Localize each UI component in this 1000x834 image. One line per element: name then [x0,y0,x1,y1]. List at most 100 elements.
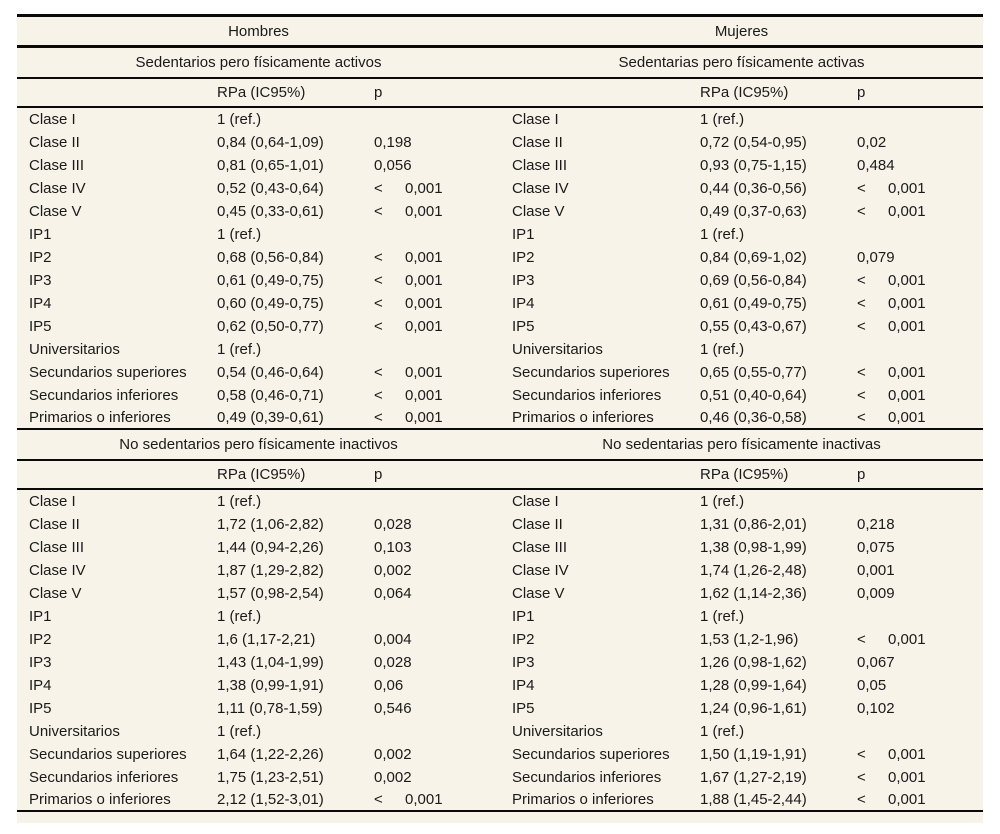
p-value: <0,001 [857,364,926,381]
row-label: Clase III [29,157,85,174]
table-row-half: Clase I 1 (ref.) [500,108,983,131]
p-value: 0,067 [857,654,895,671]
rpa-value: 1,62 (1,14-2,36) [700,585,807,602]
p-value: 0,198 [374,134,412,151]
table-row-half: Clase II 1,31 (0,86-2,01) 0,218 [500,513,983,536]
row-label: Secundarios superiores [512,364,670,381]
p-value: 0,002 [374,769,412,786]
p-value: <0,001 [374,180,443,197]
table-row-half: Primarios o inferiores 1,88 (1,45-2,44) <0… [500,789,983,810]
table-row-half: IP1 1 (ref.) [17,223,500,246]
rpa-value: 0,81 (0,65-1,01) [217,157,324,174]
rpa-value: 1,38 (0,99-1,91) [217,677,324,694]
rpa-value: 1,53 (1,2-1,96) [700,631,799,648]
p-value: 0,546 [374,700,412,717]
less-than-sign: < [857,409,866,426]
row-label: Primarios o inferiores [29,409,171,426]
rpa-value: 1,74 (1,26-2,48) [700,562,807,579]
row-label: IP2 [512,631,535,648]
table-row-half: Primarios o inferiores 2,12 (1,52-3,01) <0… [17,789,500,810]
column-header-row: RPa (IC95%) p RPa (IC95%) p [17,461,983,490]
table-row-half: Primarios o inferiores 0,49 (0,39-0,61) <0… [17,407,500,428]
rpa-value: 1,67 (1,27-2,19) [700,769,807,786]
p-value: 0,056 [374,157,412,174]
less-than-sign: < [374,318,383,335]
row-label: Clase I [29,493,76,510]
table-row-half: IP5 0,62 (0,50-0,77) <0,001 [17,315,500,338]
section-title: No sedentarios pero físicamente inactivo… [119,436,398,453]
section-title: Sedentarios pero físicamente activos [135,54,382,71]
rpa-value: 0,84 (0,69-1,02) [700,249,807,266]
row-label: Clase II [512,516,563,533]
less-than-sign: < [857,272,866,289]
table-row: IP5 1,11 (0,78-1,59) 0,546 IP5 1,24 (0,96-1,… [17,697,983,720]
row-label: Secundarios inferiores [512,769,662,786]
column-header-rpa: RPa (IC95%) [700,466,789,483]
table-row: Secundarios inferiores 1,75 (1,23-2,51) 0,… [17,766,983,789]
row-label: Primarios o inferiores [29,791,171,808]
rpa-value: 1 (ref.) [217,226,262,243]
rpa-value: 1,26 (0,98-1,62) [700,654,807,671]
table-row-half: Secundarios superiores 1,64 (1,22-2,26) 0,… [17,743,500,766]
table-row: IP1 1 (ref.) IP1 1 (ref.) [17,605,983,628]
rpa-value: 1,64 (1,22-2,26) [217,746,324,763]
row-label: IP5 [512,318,535,335]
row-label: Universitarios [29,341,120,358]
rpa-value: 0,69 (0,56-0,84) [700,272,807,289]
rpa-value: 1,87 (1,29-2,82) [217,562,324,579]
row-label: Clase III [512,539,568,556]
row-label: IP2 [29,249,52,266]
row-label: IP4 [29,677,52,694]
table-row: Primarios o inferiores 2,12 (1,52-3,01) <0… [17,789,983,812]
table-row-half: IP5 1,24 (0,96-1,61) 0,102 [500,697,983,720]
rpa-value: 1 (ref.) [700,493,745,510]
rpa-value: 1 (ref.) [217,111,262,128]
rpa-value: 1,6 (1,17-2,21) [217,631,316,648]
p-value: <0,001 [857,180,926,197]
table-row: Clase I 1 (ref.) Clase I 1 (ref.) [17,108,983,131]
rpa-value: 0,65 (0,55-0,77) [700,364,807,381]
table-row-half: Secundarios inferiores 0,58 (0,46-0,71) <0… [17,384,500,407]
p-value: 0,103 [374,539,412,556]
rpa-value: 0,72 (0,54-0,95) [700,134,807,151]
row-label: IP1 [512,226,535,243]
row-label: Primarios o inferiores [512,409,654,426]
row-label: IP1 [29,226,52,243]
row-label: IP5 [29,700,52,717]
less-than-sign: < [857,203,866,220]
table-row-half: Clase III 0,93 (0,75-1,15) 0,484 [500,154,983,177]
table-row: IP3 0,61 (0,49-0,75) <0,001 IP3 0,69 (0,56-0… [17,269,983,292]
p-value: 0,02 [857,134,887,151]
table-row-half: IP2 1,6 (1,17-2,21) 0,004 [17,628,500,651]
table-row-half: Universitarios 1 (ref.) [17,338,500,361]
column-header-rpa: RPa (IC95%) [700,84,789,101]
p-value: <0,001 [857,631,926,648]
row-label: Primarios o inferiores [512,791,654,808]
rpa-value: 0,68 (0,56-0,84) [217,249,324,266]
table-row: Clase IV 1,87 (1,29-2,82) 0,002 Clase IV 1,7… [17,559,983,582]
rpa-value: 0,61 (0,49-0,75) [700,295,807,312]
rpa-value: 1,31 (0,86-2,01) [700,516,807,533]
table-row: Secundarios inferiores 0,58 (0,46-0,71) <0… [17,384,983,407]
table-row-half: IP1 1 (ref.) [500,223,983,246]
table-row: IP5 0,62 (0,50-0,77) <0,001 IP5 0,55 (0,43-0… [17,315,983,338]
less-than-sign: < [857,631,866,648]
p-value: <0,001 [857,409,926,426]
p-value: <0,001 [857,295,926,312]
table-row-half: Secundarios superiores 0,65 (0,55-0,77) <0… [500,361,983,384]
row-label: Clase I [512,111,559,128]
p-value: 0,484 [857,157,895,174]
p-value: <0,001 [374,249,443,266]
p-value: 0,218 [857,516,895,533]
table-row-half: IP3 1,43 (1,04-1,99) 0,028 [17,651,500,674]
p-value: <0,001 [374,318,443,335]
rpa-value: 1 (ref.) [700,723,745,740]
table-row-half: Clase III 1,38 (0,98-1,99) 0,075 [500,536,983,559]
p-value: <0,001 [374,203,443,220]
row-label: Clase V [29,203,82,220]
table-row-half: Primarios o inferiores 0,46 (0,36-0,58) <0… [500,407,983,428]
less-than-sign: < [374,203,383,220]
row-label: IP4 [512,295,535,312]
p-value: <0,001 [374,295,443,312]
rpa-value: 1,57 (0,98-2,54) [217,585,324,602]
